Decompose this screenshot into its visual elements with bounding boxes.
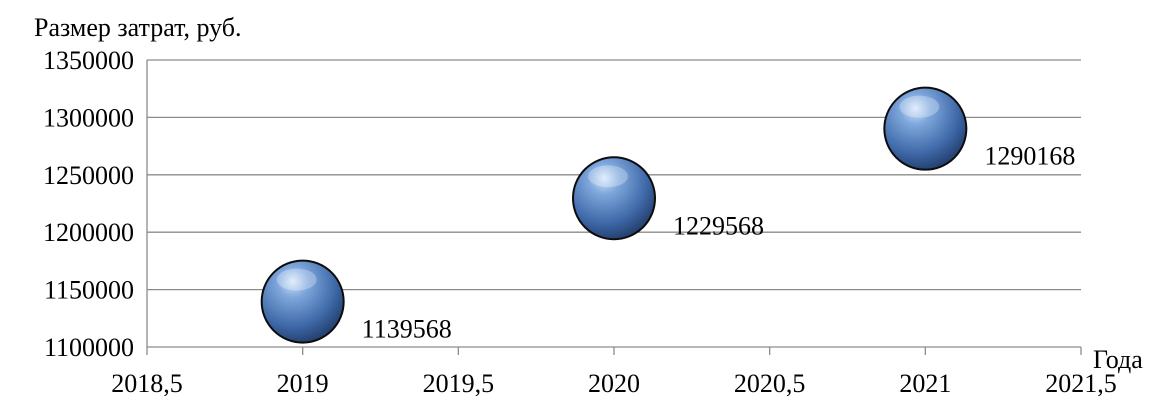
data-point-bubble <box>572 156 656 241</box>
x-tick-label: 2018,5 <box>111 369 183 396</box>
data-label: 1290168 <box>984 142 1075 171</box>
y-tick-label: 1200000 <box>43 218 134 247</box>
x-tick-label: 2020,5 <box>734 369 806 396</box>
y-tick-label: 1100000 <box>44 333 134 362</box>
bubble-highlight <box>276 268 317 291</box>
data-label: 1139568 <box>362 315 452 344</box>
data-label: 1229568 <box>673 211 764 240</box>
x-tick-label: 2019 <box>277 369 329 396</box>
y-tick-label: 1300000 <box>43 103 134 132</box>
axes <box>146 60 1082 355</box>
x-axis-title: Года <box>1093 345 1143 374</box>
x-tick-label: 2021 <box>899 369 951 396</box>
bubble-highlight <box>899 95 940 118</box>
x-tick-label: 2021,5 <box>1045 369 1117 396</box>
data-labels: 1139568 1229568 1290168 <box>362 142 1076 344</box>
bubble-highlight <box>588 165 628 188</box>
x-tick-labels: 2018,5 2019 2019,5 2020 2020,5 2021 2021,5 <box>111 369 1117 396</box>
bubbles <box>260 86 968 344</box>
x-tick-label: 2020 <box>588 369 640 396</box>
x-tick-label: 2019,5 <box>423 369 495 396</box>
y-tick-label: 1250000 <box>43 161 134 190</box>
y-tick-label: 1350000 <box>43 46 134 75</box>
y-axis-title: Размер затрат, руб. <box>34 13 242 42</box>
y-tick-labels: 1100000 1150000 1200000 1250000 1300000 13500… <box>43 46 134 362</box>
data-point-bubble <box>883 86 968 171</box>
data-point-bubble <box>260 259 345 344</box>
y-tick-label: 1150000 <box>44 276 134 305</box>
